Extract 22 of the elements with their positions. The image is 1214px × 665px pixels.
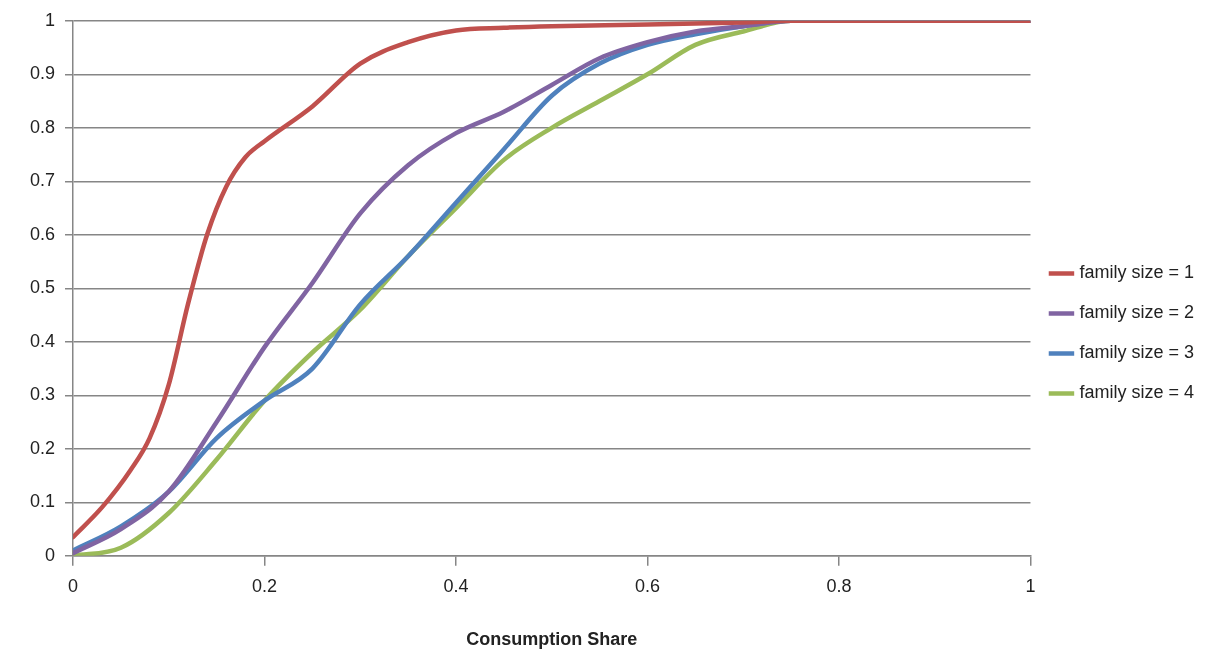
y-tick-label: 0.1 <box>29 491 56 512</box>
y-tick-label: 0.8 <box>29 116 56 137</box>
y-tick-label: 0.7 <box>29 170 56 191</box>
x-tick-label: 0.6 <box>634 575 660 596</box>
y-tick-label: 0.9 <box>29 63 56 84</box>
y-tick-label: 0.3 <box>29 384 56 405</box>
y-tick-label: 0.4 <box>29 330 56 351</box>
x-tick-label: 0 <box>68 575 79 596</box>
y-tick-label: 0 <box>45 544 56 565</box>
y-tick-label: 0.2 <box>29 437 56 458</box>
legend-label: family size = 4 <box>1079 382 1195 403</box>
y-tick-label: 1 <box>45 9 56 30</box>
y-tick-label: 0.5 <box>29 277 56 298</box>
x-tick-label: 0.2 <box>251 575 278 596</box>
y-tick-label: 0.6 <box>29 223 56 244</box>
legend-label: family size = 2 <box>1079 302 1195 323</box>
x-tick-label: 0.4 <box>443 575 469 596</box>
x-tick-label: 1 <box>1025 575 1036 596</box>
x-tick-label: 0.8 <box>826 575 852 596</box>
legend-label: family size = 3 <box>1079 342 1195 363</box>
legend-label: family size = 1 <box>1079 262 1195 283</box>
x-axis-title: Consumption Share <box>466 629 638 650</box>
